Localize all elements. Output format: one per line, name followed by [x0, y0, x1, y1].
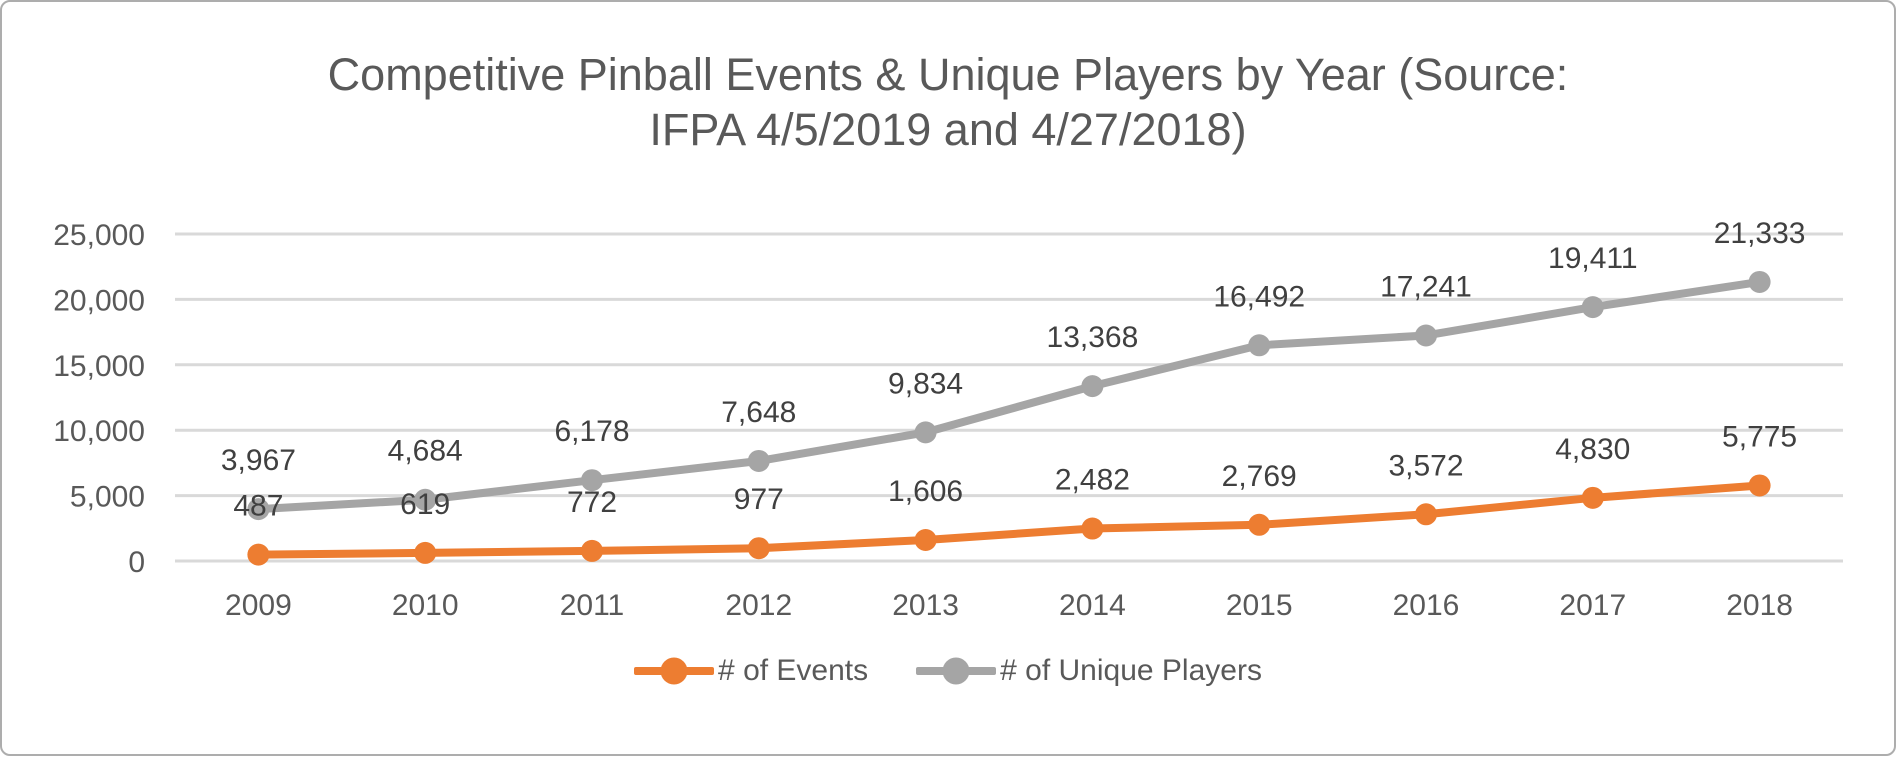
- data-label-events: 487: [233, 490, 283, 523]
- x-axis-tick-label: 2016: [1393, 589, 1460, 622]
- data-label-events: 1,606: [888, 475, 963, 508]
- data-label-unique-players: 9,834: [888, 367, 963, 400]
- legend-label-unique-players: # of Unique Players: [1000, 654, 1262, 687]
- data-label-events: 2,482: [1055, 464, 1130, 497]
- data-label-unique-players: 6,178: [554, 415, 629, 448]
- data-label-unique-players: 3,967: [221, 444, 296, 477]
- data-point-unique-players[interactable]: [1581, 296, 1604, 319]
- events-line-marker-icon: [634, 654, 715, 688]
- data-point-events[interactable]: [1748, 474, 1771, 497]
- data-point-events[interactable]: [1581, 486, 1604, 509]
- y-axis-tick-label: 10,000: [53, 415, 145, 448]
- x-axis-tick-label: 2013: [892, 589, 959, 622]
- data-label-unique-players: 13,368: [1047, 321, 1139, 354]
- data-label-events: 977: [734, 483, 784, 516]
- data-point-unique-players[interactable]: [414, 488, 437, 511]
- data-label-events: 4,830: [1555, 433, 1630, 466]
- x-axis-tick-label: 2012: [725, 589, 792, 622]
- x-axis-tick-label: 2009: [225, 589, 292, 622]
- y-axis-tick-label: 15,000: [53, 350, 145, 383]
- unique-players-line-marker-icon: [916, 654, 997, 688]
- data-label-events: 3,572: [1388, 449, 1463, 482]
- data-point-events[interactable]: [247, 543, 270, 566]
- data-label-unique-players: 16,492: [1213, 280, 1305, 313]
- data-label-unique-players: 19,411: [1548, 242, 1638, 275]
- chart-title-line-1: Competitive Pinball Events & Unique Play…: [327, 49, 1569, 100]
- x-axis-tick-label: 2018: [1726, 589, 1793, 622]
- legend-item-events[interactable]: # of Events: [634, 654, 868, 688]
- series-line-unique-players: [258, 278, 1761, 514]
- x-axis-tick-label: 2010: [392, 589, 459, 622]
- chart-title: Competitive Pinball Events & Unique Play…: [2, 48, 1894, 158]
- data-point-unique-players[interactable]: [1748, 270, 1771, 293]
- data-point-unique-players[interactable]: [1415, 324, 1437, 347]
- x-axis-tick-label: 2011: [560, 589, 625, 622]
- data-label-unique-players: 7,648: [721, 396, 796, 429]
- chart-title-line-2: IFPA 4/5/2019 and 4/27/2018): [649, 103, 1247, 155]
- data-point-events[interactable]: [1248, 513, 1271, 536]
- data-point-events[interactable]: [1415, 503, 1437, 526]
- data-point-events[interactable]: [914, 528, 937, 551]
- data-label-unique-players: 21,333: [1714, 217, 1806, 250]
- x-axis-tick-label: 2014: [1059, 589, 1126, 622]
- data-label-unique-players: 4,684: [388, 435, 463, 468]
- chart-legend: # of Events # of Unique Players: [2, 654, 1894, 688]
- y-axis-tick-label: 5,000: [70, 481, 145, 514]
- y-axis-tick-label: 25,000: [53, 219, 145, 252]
- data-point-events[interactable]: [414, 541, 437, 564]
- data-point-unique-players[interactable]: [1081, 375, 1104, 398]
- x-axis-tick-label: 2017: [1559, 589, 1626, 622]
- y-axis-tick-label: 20,000: [53, 284, 145, 317]
- data-point-unique-players[interactable]: [747, 449, 770, 472]
- data-point-unique-players[interactable]: [914, 421, 937, 444]
- legend-item-unique-players[interactable]: # of Unique Players: [916, 654, 1262, 688]
- data-label-events: 772: [567, 486, 617, 519]
- data-point-events[interactable]: [747, 537, 770, 560]
- x-axis-tick-label: 2015: [1226, 589, 1293, 622]
- data-point-unique-players[interactable]: [247, 498, 270, 521]
- data-point-unique-players[interactable]: [581, 469, 603, 492]
- y-axis-tick-label: 0: [128, 546, 145, 579]
- data-point-events[interactable]: [1081, 517, 1104, 540]
- legend-label-events: # of Events: [718, 654, 869, 687]
- data-label-unique-players: 17,241: [1380, 270, 1472, 303]
- data-label-events: 619: [400, 488, 450, 521]
- data-point-unique-players[interactable]: [1248, 334, 1271, 357]
- data-label-events: 5,775: [1722, 420, 1797, 453]
- data-point-events[interactable]: [581, 539, 603, 562]
- series-line-events: [258, 481, 1760, 559]
- data-label-events: 2,769: [1222, 460, 1297, 493]
